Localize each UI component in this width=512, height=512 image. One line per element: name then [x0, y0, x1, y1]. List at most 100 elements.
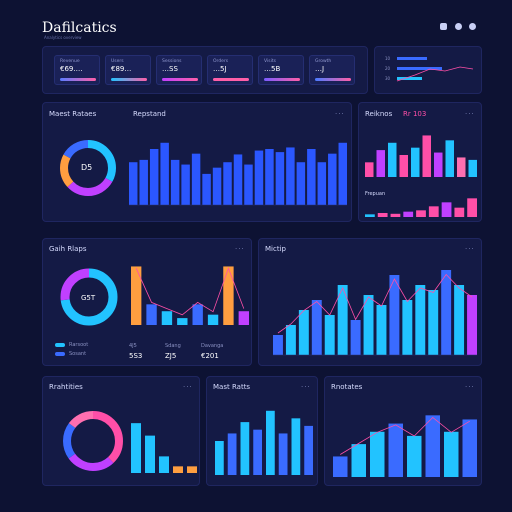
bar-mark — [389, 275, 400, 355]
kpi-card[interactable]: Growth …J — [309, 55, 355, 85]
right-top-title: Reiknos — [365, 110, 393, 118]
bottom-mid-menu[interactable]: ... — [301, 381, 311, 389]
kpi-card[interactable]: Orders …5J — [207, 55, 253, 85]
bar-mark — [454, 207, 465, 217]
stat-value: Sdang — [165, 343, 181, 349]
bar-mark — [428, 206, 439, 217]
bar-mark — [390, 213, 401, 217]
kpi-label: Revenue — [60, 59, 80, 64]
mini-line-panel: 10 20 30 — [374, 46, 482, 94]
app-subtitle: Analytics overview — [44, 35, 82, 40]
kpi-progress-bar — [264, 78, 300, 81]
kpi-card[interactable]: Revenue €69.… — [54, 55, 100, 85]
mid-left-menu[interactable]: ... — [235, 243, 245, 251]
bar-mark — [177, 318, 188, 325]
kpi-value: …5B — [264, 65, 281, 73]
kpi-value: €69.… — [60, 65, 83, 73]
kpi-label: Sessions — [162, 59, 182, 64]
mid-right-menu[interactable]: ... — [465, 243, 475, 251]
bar-mark — [191, 153, 201, 205]
user-icon[interactable] — [469, 23, 476, 30]
bell-icon[interactable] — [440, 23, 447, 30]
mini-bar-3 — [397, 77, 422, 80]
bottom-right-menu[interactable]: ... — [465, 381, 475, 389]
trend-line — [277, 273, 473, 334]
mid-left-panel: Gaih Rlaps ... G5T Rarsoot Sosant 4J5 Sdan… — [42, 238, 252, 366]
bar-mark — [370, 431, 385, 477]
bar-mark — [253, 429, 262, 475]
mini-tick-2: 20 — [385, 66, 391, 71]
bottom-left-donut — [63, 411, 123, 471]
bottom-right-title: Rnotates — [331, 383, 363, 391]
bar-mark — [333, 456, 348, 477]
bar-mark — [244, 164, 253, 205]
bar-mark — [351, 444, 366, 477]
bar-mark — [139, 159, 148, 205]
legend-swatch — [55, 352, 65, 356]
kpi-progress-bar — [162, 78, 198, 81]
right-top-menu[interactable]: ... — [465, 108, 475, 116]
mid-left-donut-value: G5T — [81, 294, 96, 302]
bar-mark — [444, 431, 459, 477]
mid-right-panel: Mictip ... — [258, 238, 482, 366]
bar-mark — [145, 435, 155, 473]
bar-mark — [233, 154, 243, 205]
mini-bar-2 — [397, 67, 442, 70]
bar-mark — [365, 214, 375, 217]
bottom-left-title: Rrahtities — [49, 383, 83, 391]
bar-mark — [129, 162, 138, 205]
bar-mark — [192, 304, 203, 325]
gear-icon[interactable] — [455, 23, 462, 30]
bar-mark — [377, 213, 388, 217]
right-top-sub: Frepuan — [365, 191, 386, 197]
bar-mark — [304, 425, 313, 475]
bar-mark — [415, 285, 426, 355]
mini-line-series — [396, 66, 474, 82]
bar-mark — [388, 142, 397, 177]
bar-mark — [399, 155, 408, 177]
overview-menu[interactable]: ... — [335, 108, 345, 116]
bottom-left-menu[interactable]: ... — [183, 381, 193, 389]
bar-mark — [131, 423, 141, 473]
donut-seg-2 — [60, 140, 116, 196]
bar-mark — [324, 315, 335, 355]
bar-mark — [441, 270, 452, 355]
bar-mark — [416, 210, 426, 217]
pie-slice — [63, 411, 123, 471]
bar-mark — [212, 167, 222, 205]
bar-mark — [337, 285, 348, 355]
stat-value: €201 — [201, 352, 219, 360]
mid-left-bar-chart — [131, 266, 249, 325]
mid-right-bar-chart — [273, 270, 477, 356]
bar-mark — [146, 304, 157, 325]
overview-panel: Maest Rataes Repstand ... D5 — [42, 102, 352, 222]
bar-mark — [161, 311, 173, 325]
bar-mark — [338, 142, 347, 205]
legend-swatch — [55, 343, 65, 347]
bar-mark — [273, 335, 283, 355]
stat-value: ZJ5 — [165, 352, 177, 360]
overview-donut — [60, 140, 116, 196]
kpi-value: €89… — [111, 65, 132, 73]
bar-mark — [149, 149, 159, 205]
bar-mark — [131, 266, 142, 325]
bar-mark — [254, 150, 264, 205]
overview-title: Maest Rataes — [49, 110, 97, 118]
kpi-label: Orders — [213, 59, 229, 64]
overview-donut-value: D5 — [81, 163, 93, 172]
bar-mark — [298, 310, 309, 355]
right-top-badge: Rr 103 — [403, 110, 427, 118]
legend-label: Rarsoot — [69, 342, 89, 348]
bottom-right-panel: Rnotates ... — [324, 376, 482, 486]
kpi-card[interactable]: Visits …5B — [258, 55, 304, 85]
bar-mark — [223, 162, 232, 205]
bar-mark — [278, 433, 288, 475]
bar-mark — [441, 202, 452, 217]
bar-mark — [266, 410, 275, 475]
stat-value: 4J5 — [129, 343, 137, 349]
bar-mark — [402, 300, 413, 355]
kpi-card[interactable]: Users €89… — [105, 55, 151, 85]
kpi-card[interactable]: Sessions …SS — [156, 55, 202, 85]
bottom-mid-title: Mast Ratts — [213, 383, 251, 391]
donut2-seg-2 — [60, 268, 118, 326]
